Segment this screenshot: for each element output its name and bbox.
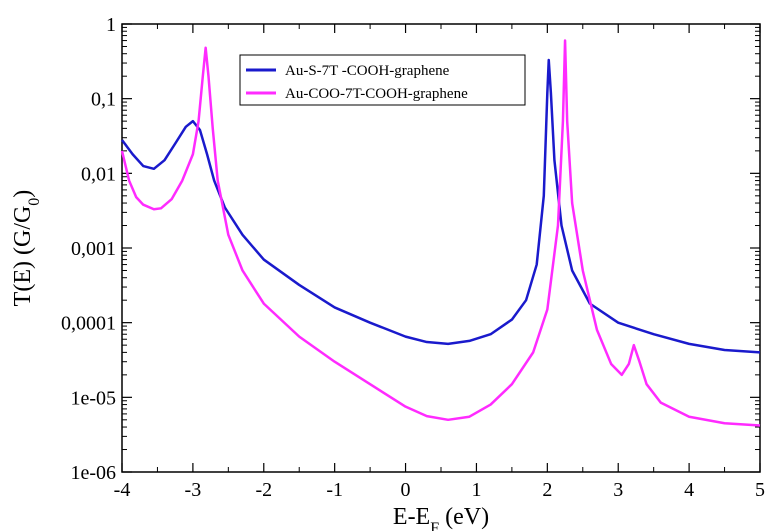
x-tick-label: -3 — [185, 479, 202, 501]
x-tick-label: 3 — [613, 479, 623, 501]
y-tick-label: 0,0001 — [61, 313, 116, 335]
x-tick-label: 1 — [471, 479, 481, 501]
x-tick-label: 4 — [684, 479, 694, 501]
series-layer — [120, 39, 761, 427]
y-tick-label: 0,1 — [91, 89, 116, 111]
legend: Au-S-7T -COOH-graphene Au-COO-7T-COOH-gr… — [239, 54, 526, 106]
x-tick-label: 0 — [401, 479, 411, 501]
series-line-2 — [120, 39, 761, 427]
y-tick-label: 1 — [106, 14, 116, 36]
x-tick-label: -2 — [255, 479, 272, 501]
y-tick-label: 1e-06 — [70, 462, 116, 484]
y-axis: 1e-06 1e-05 0,0001 0,001 0,01 0,1 1 — [61, 14, 760, 484]
x-tick-label: -4 — [114, 479, 131, 501]
y-axis-title: T(E) (G/G0) — [10, 190, 43, 307]
legend-label-series-1: Au-S-7T -COOH-graphene — [285, 63, 450, 79]
legend-box — [239, 54, 526, 106]
x-tick-label: 2 — [542, 479, 552, 501]
x-axis: -4 -3 -2 -1 0 1 2 3 4 5 — [114, 24, 765, 501]
x-tick-label: -1 — [326, 479, 343, 501]
x-axis-title: E-EF (eV) — [393, 504, 489, 531]
y-tick-label: 0,01 — [81, 163, 116, 185]
legend-label-series-2: Au-COO-7T-COOH-graphene — [285, 86, 468, 102]
y-tick-label: 0,001 — [71, 238, 116, 260]
x-tick-label: 5 — [755, 479, 765, 501]
series-line-1 — [120, 58, 761, 354]
y-tick-label: 1e-05 — [70, 387, 116, 409]
